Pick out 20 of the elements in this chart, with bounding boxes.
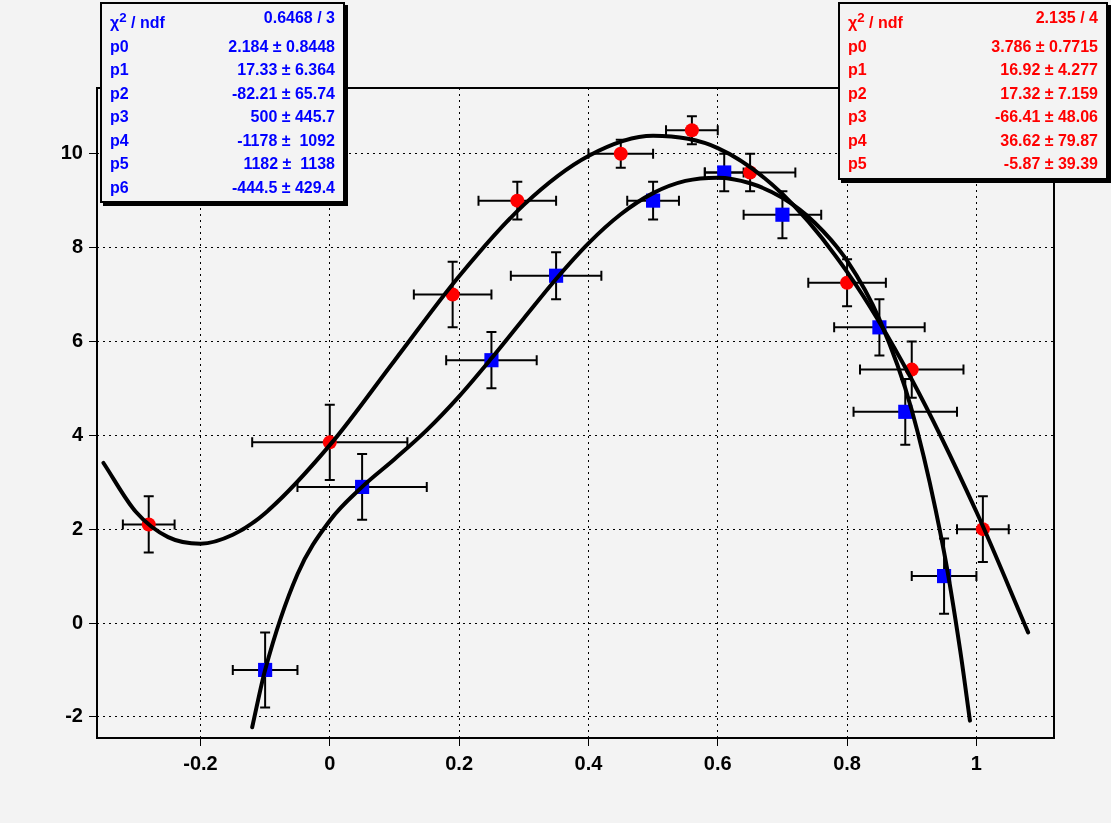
- y-tick-label: 8: [71, 235, 83, 258]
- x-tick-label: 0.2: [445, 751, 474, 774]
- y-tick-label: 10: [60, 141, 83, 164]
- x-tick-label: 0: [324, 751, 336, 774]
- x-tick-label: 1: [970, 751, 982, 774]
- y-tick-label: 2: [71, 516, 83, 539]
- text: χ$^{2}$ / ndf 0.6468 / 3 p0 2.184 ± 0.8448 p1 17.33 ± 6.364 p2 -82.21 ± 65.74 p3 500 ± 445.7 p4 -1178 ± 1092 p5 1182 ± 1138 p6 -444.5 ± 429.4: [110, 9, 335, 196]
- y-tick-label: 6: [71, 328, 83, 351]
- y-tick-label: 4: [71, 422, 84, 445]
- point: [613, 146, 628, 161]
- x-tick-label: 0.4: [574, 751, 604, 774]
- x-tick-label: 0.8: [833, 751, 861, 774]
- y-tick-label: 0: [71, 610, 83, 633]
- y-tick-label: -2: [65, 704, 83, 727]
- point: [775, 207, 790, 222]
- x-tick-label: 0.6: [703, 751, 732, 774]
- point: [510, 193, 525, 208]
- text: χ$^{2}$ / ndf 2.135 / 4 p0 3.786 ± 0.7715 p1 16.92 ± 4.277 p2 17.32 ± 7.159 p3 -66.41 ± 48.06 p4 36.62 ± 79.87 p5 -5.87 ± 39.39: [848, 9, 1098, 173]
- point: [684, 123, 699, 138]
- x-tick-label: -0.2: [183, 751, 218, 774]
